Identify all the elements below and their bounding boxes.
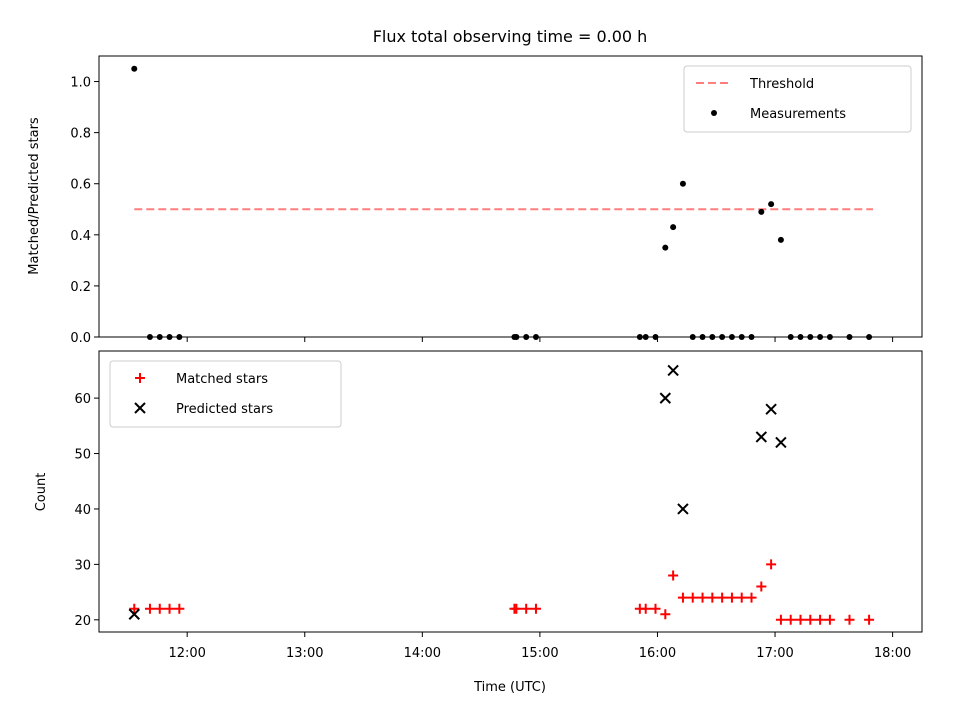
matched-stars-point <box>640 603 651 614</box>
x-axis-label: Time (UTC) <box>473 680 546 695</box>
y-tick-label: 0.8 <box>70 127 91 142</box>
predicted-stars-point <box>667 364 679 377</box>
matched-stars-point <box>785 614 796 625</box>
matched-stars-point <box>775 614 786 625</box>
legend-measurements-swatch <box>711 110 717 116</box>
x-tick-label: 18:00 <box>874 646 911 661</box>
measurement-point <box>662 244 669 251</box>
matched-stars-point <box>511 603 522 614</box>
measurement-point <box>679 180 686 187</box>
measurement-point <box>758 208 765 215</box>
matched-stars-point <box>668 570 679 581</box>
x-tick-label: 12:00 <box>168 646 205 661</box>
bottom-y-axis-label: Count <box>34 473 49 512</box>
y-tick-label: 40 <box>74 503 91 518</box>
plot-frame <box>98 55 923 338</box>
y-tick-label: 1.0 <box>70 76 91 91</box>
legend-label: Predicted stars <box>176 402 273 417</box>
matched-stars-point <box>144 603 155 614</box>
x-tick-label: 16:00 <box>639 646 676 661</box>
matched-stars-point <box>530 603 541 614</box>
matched-stars-point <box>687 592 698 603</box>
legend-label: Threshold <box>749 77 814 92</box>
matched-stars-point <box>697 592 708 603</box>
y-tick-label: 60 <box>74 392 91 407</box>
matched-stars-point <box>746 592 757 603</box>
matched-stars-point <box>795 614 806 625</box>
x-tick-label: 15:00 <box>521 646 558 661</box>
predicted-stars-point <box>677 503 689 515</box>
matched-stars-point <box>650 603 661 614</box>
matched-stars-point <box>824 614 835 625</box>
y-tick-label: 0.4 <box>70 229 91 244</box>
x-tick-label: 17:00 <box>756 646 793 661</box>
matched-stars-point <box>174 603 185 614</box>
y-tick-label: 0.2 <box>70 280 91 295</box>
chart-title: Flux total observing time = 0.00 h <box>373 27 648 46</box>
predicted-stars-point <box>775 436 787 449</box>
matched-stars-point <box>677 592 688 603</box>
matched-stars-point <box>129 603 140 614</box>
top-y-axis-label: Matched/Predicted stars <box>27 117 42 275</box>
predicted-stars-point <box>755 431 768 443</box>
legend-box <box>109 360 342 428</box>
x-tick-label: 14:00 <box>404 646 441 661</box>
matched-stars-point <box>864 614 875 625</box>
matched-stars-point <box>521 603 532 614</box>
y-tick-label: 0.6 <box>70 178 91 193</box>
y-tick-label: 30 <box>74 558 91 573</box>
matched-stars-point <box>154 603 165 614</box>
bottom-panel: 20 30 40 50 60 12:00 13:00 14:00 15:00 16:00 17:00… <box>74 350 923 661</box>
matched-stars-point <box>707 592 718 603</box>
legend-label: Matched stars <box>176 372 268 387</box>
predicted-stars-point <box>659 392 672 404</box>
legend: Threshold Measurements <box>683 65 912 133</box>
matched-stars-point <box>736 592 747 603</box>
plot-frame <box>98 350 923 633</box>
predicted-stars-point <box>765 403 777 415</box>
y-tick-label: 50 <box>74 448 91 463</box>
legend-label: Measurements <box>750 107 846 122</box>
matched-stars-point <box>805 614 816 625</box>
y-tick-label: 20 <box>74 614 91 629</box>
matched-stars-point <box>660 609 671 620</box>
legend-box <box>683 65 912 133</box>
predicted-stars-point <box>128 608 140 620</box>
y-tick-label: 0.0 <box>70 331 91 346</box>
matched-stars-point <box>717 592 728 603</box>
measurement-point <box>670 224 677 231</box>
matched-stars-point <box>766 559 777 570</box>
matched-stars-point <box>164 603 175 614</box>
matched-stars-point <box>756 581 767 592</box>
legend-matched-swatch <box>135 373 145 383</box>
matched-stars-point <box>844 614 855 625</box>
x-tick-label: 13:00 <box>286 646 323 661</box>
matched-stars-point <box>815 614 826 625</box>
measurement-point <box>131 65 138 72</box>
legend-predicted-swatch <box>134 402 146 414</box>
measurement-point <box>777 236 784 243</box>
top-panel: 0.0 0.2 0.4 0.6 0.8 1.0 Threshold Measurements <box>70 55 923 346</box>
legend: Matched stars Predicted stars <box>109 360 342 428</box>
measurement-point <box>768 201 775 208</box>
matched-stars-point <box>726 592 737 603</box>
